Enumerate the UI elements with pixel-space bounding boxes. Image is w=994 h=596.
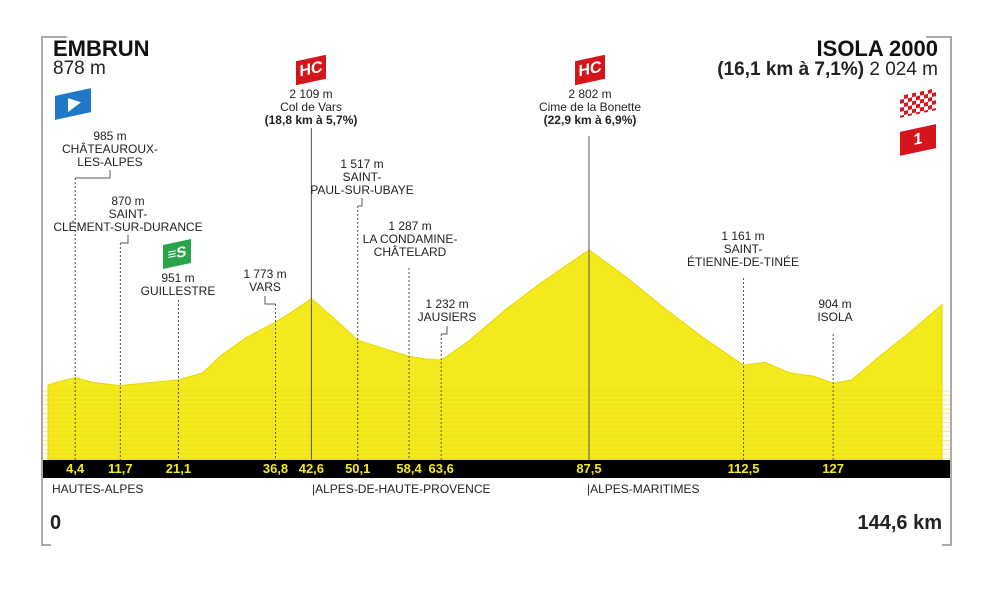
frame-line [41,36,43,546]
point-label: 1 517 m SAINT- PAUL-SUR-UBAYE [310,158,414,197]
point-name: JAUSIERS [417,310,477,324]
point-name: ISOLA [817,310,853,324]
point-label: 951 m GUILLESTRE [141,272,216,298]
point-altitude: 1 232 m [425,297,469,311]
point-name: Cime de la Bonette [538,100,642,114]
point-name: SAINT- ÉTIENNE-DE-TINÉE [686,242,800,269]
point-name: Col de Vars [280,100,342,114]
start-block: EMBRUN 878 m [53,36,150,79]
point-label: 1 232 m JAUSIERS [418,298,477,324]
km-tick-label: 50,1 [345,461,371,476]
point-altitude: 2 802 m [568,87,612,101]
km-tick-label: 4,4 [66,461,85,476]
point-altitude: 2 109 m [289,87,333,101]
frame-line [41,36,67,38]
point-label: 985 m CHÂTEAUROUX- LES-ALPES [62,130,158,169]
frame-line [926,36,952,38]
point-label: 2 802 m Cime de la Bonette (22,9 km à 6,9%… [539,88,641,127]
point-name: SAINT- CLÉMENT-SUR-DURANCE [53,207,203,234]
km-tick-label: 36,8 [262,461,289,476]
region-name: ALPES-DE-HAUTE-PROVENCE [315,482,491,496]
km-bar [43,460,950,478]
finish-climb: (16,1 km à 7,1%) [717,59,865,80]
point-name: LA CONDAMINE- CHÂTELARD [362,232,458,259]
frame-line [942,544,952,546]
finish-detail: (16,1 km à 7,1%) 2 024 m [717,60,938,80]
km-tick-label: 87,5 [576,461,602,476]
region-label: |ALPES-MARITIMES [587,482,700,496]
point-leader-line [75,170,111,179]
region-name: ALPES-MARITIMES [590,482,700,496]
point-altitude: 951 m [161,271,195,285]
km-tick-label: 21,1 [165,461,192,476]
point-altitude: 1 287 m [388,219,432,233]
point-climb: (18,8 km à 5,7%) [264,113,358,127]
point-name: GUILLESTRE [140,284,216,298]
start-name: EMBRUN [53,36,150,61]
km-tick-label: 11,7 [108,461,133,476]
point-label: 904 m ISOLA [817,298,852,324]
point-climb: (22,9 km à 6,9%) [543,113,637,127]
point-leader-line [441,326,448,335]
point-label: 1 773 m VARS [243,268,286,294]
point-altitude: 1 773 m [243,267,287,281]
start-altitude: 878 m [53,58,106,79]
point-label: 1 161 m SAINT- ÉTIENNE-DE-TINÉE [687,230,799,269]
point-name: CHÂTEAUROUX- LES-ALPES [61,142,159,169]
point-label: 2 109 m Col de Vars (18,8 km à 5,7%) [265,88,358,127]
km-tick-label: 112,5 [727,461,760,476]
point-altitude: 1 517 m [340,157,384,171]
km-tick-label: 63,6 [428,461,454,476]
km-start: 0 [50,512,62,534]
point-label: 870 m SAINT- CLÉMENT-SUR-DURANCE [53,195,202,234]
point-label: 1 287 m LA CONDAMINE- CHÂTELARD [363,220,458,259]
point-altitude: 870 m [111,194,145,208]
region-label: HAUTES-ALPES [52,482,144,496]
point-leader-line [357,198,363,207]
frame-line [41,544,51,546]
point-leader-line [120,235,129,244]
km-tick-label: 42,6 [298,461,325,476]
point-altitude: 904 m [818,297,852,311]
km-tick-label: 58,4 [396,461,422,476]
region-label: |ALPES-DE-HAUTE-PROVENCE [312,482,491,496]
point-name: VARS [249,280,281,294]
finish-name: ISOLA 2000 [816,36,938,61]
point-altitude: 1 161 m [721,229,765,243]
point-name: SAINT- PAUL-SUR-UBAYE [310,170,414,197]
point-leader-line [264,296,276,305]
finish-block: ISOLA 2000 (16,1 km à 7,1%) 2 024 m [717,38,938,80]
km-tick-label: 127 [822,461,845,476]
profile-area [47,249,943,461]
frame-line [950,36,952,546]
km-end: 144,6 km [857,512,942,534]
finish-altitude: 2 024 m [869,59,938,80]
point-altitude: 985 m [93,129,127,143]
